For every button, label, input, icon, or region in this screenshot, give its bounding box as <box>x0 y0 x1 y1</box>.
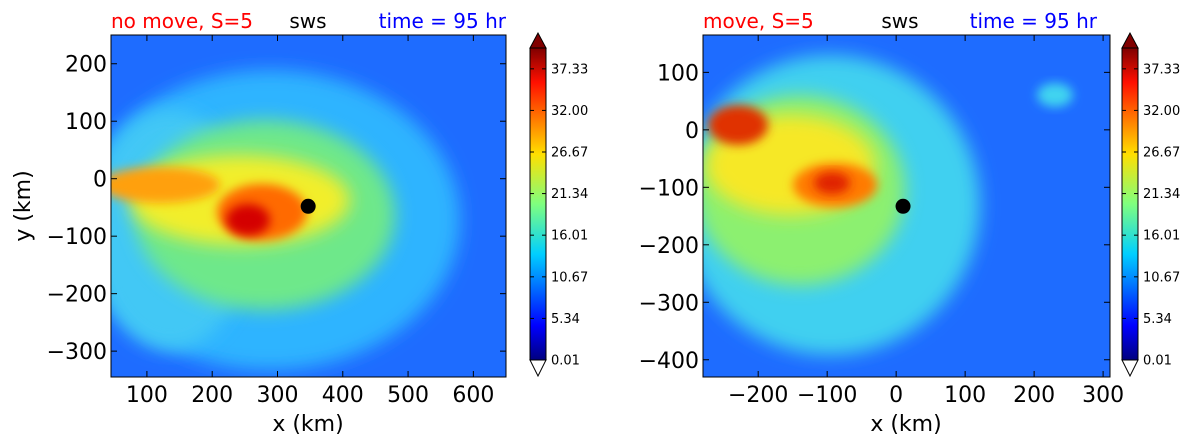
colorbar-tick-label: 16.01 <box>551 229 588 244</box>
title-right: time = 95 hr <box>970 9 1098 33</box>
y-tick-label: −200 <box>47 283 107 308</box>
colorbar-tick-label: 10.67 <box>1143 270 1180 285</box>
axes-frame <box>110 34 507 378</box>
y-tick-label: 0 <box>685 119 699 144</box>
colorbar-tick-label: 21.34 <box>1143 187 1180 202</box>
y-axis-label: y (km) <box>11 170 36 241</box>
y-tick-label: −100 <box>639 176 699 201</box>
x-tick-label: −100 <box>797 383 857 408</box>
x-tick-label: 200 <box>191 383 233 408</box>
y-tick-label: 100 <box>657 61 699 86</box>
colorbar-bar <box>529 47 547 361</box>
title-right: time = 95 hr <box>379 9 507 33</box>
colorbar-extend-max <box>1121 31 1139 49</box>
y-tick-label: −100 <box>47 225 107 250</box>
colorbar-tick-label: 16.01 <box>1143 229 1180 244</box>
field-core-red <box>814 172 850 194</box>
colorbar-tick-label: 0.01 <box>1143 354 1172 369</box>
title-center: sws <box>881 9 918 33</box>
panel-move: move, S=5 sws time = 95 hr −200 −100 0 100 2… <box>639 9 1181 437</box>
field-core-red <box>226 204 270 236</box>
y-tick-label: −200 <box>639 234 699 259</box>
y-tick-label: 0 <box>93 168 107 193</box>
storm-center-marker <box>895 198 911 214</box>
colorbar-tick-label: 37.33 <box>1143 62 1180 77</box>
x-tick-label: 0 <box>889 383 903 408</box>
y-tick-label: −400 <box>639 349 699 374</box>
colorbar-extend-min <box>1121 359 1139 378</box>
title-left: move, S=5 <box>703 9 814 33</box>
colorbar-tick-label: 21.34 <box>551 187 588 202</box>
y-tick-label: −300 <box>639 291 699 316</box>
x-tick-label: 100 <box>944 383 986 408</box>
contour-field <box>111 35 506 377</box>
colorbar-tick-label: 32.00 <box>551 104 588 119</box>
colorbar-tick-label: 26.67 <box>551 146 588 161</box>
colorbar-tick-label: 32.00 <box>1143 104 1180 119</box>
colorbar-tick-label: 0.01 <box>551 354 580 369</box>
colorbar-tick-label: 26.67 <box>1143 146 1180 161</box>
colorbar-bar <box>1121 47 1139 361</box>
x-axis-label: x (km) <box>272 412 343 437</box>
colorbar-ticks: 37.33 32.00 26.67 21.34 16.01 10.67 5.34 0.01 <box>530 62 588 369</box>
x-tick-label: 500 <box>387 383 429 408</box>
colorbar-tick-label: 5.34 <box>551 312 580 327</box>
x-tick-label: 600 <box>452 383 494 408</box>
field-ne-blob <box>1037 83 1073 107</box>
x-tick-label: 300 <box>256 383 298 408</box>
y-ticks: 100 0 −100 −200 −300 −400 <box>639 61 1110 374</box>
field-max-west <box>708 105 768 145</box>
y-ticks: 200 100 0 −100 −200 −300 <box>47 53 506 365</box>
x-ticks: 100 200 300 400 500 600 <box>126 35 494 408</box>
x-ticks: −200 −100 0 100 200 300 <box>728 35 1124 408</box>
x-tick-label: 100 <box>126 383 168 408</box>
colorbar-extend-max <box>529 31 547 49</box>
y-tick-label: −300 <box>47 340 107 365</box>
x-axis-label: x (km) <box>870 412 941 437</box>
panel-no-move: no move, S=5 sws time = 95 hr 100 200 300 4… <box>11 9 588 437</box>
colorbar-tick-label: 5.34 <box>1143 312 1172 327</box>
x-tick-label: 200 <box>1013 383 1055 408</box>
contour-field <box>703 35 1110 377</box>
x-tick-label: 400 <box>322 383 364 408</box>
x-tick-label: 300 <box>1082 383 1124 408</box>
storm-center-marker <box>300 198 316 214</box>
colorbar-ticks: 37.33 32.00 26.67 21.34 16.01 10.67 5.34 0.01 <box>1122 62 1180 369</box>
field-rainband <box>111 167 220 203</box>
colorbar-extend-min <box>529 359 547 378</box>
colorbar-tick-label: 10.67 <box>551 270 588 285</box>
colorbar: 37.33 32.00 26.67 21.34 16.01 10.67 5.34 0.01 <box>529 31 588 378</box>
y-tick-label: 100 <box>65 110 107 135</box>
title-left: no move, S=5 <box>111 9 253 33</box>
axes-frame <box>702 34 1111 378</box>
y-tick-label: 200 <box>65 53 107 78</box>
colorbar-tick-label: 37.33 <box>551 62 588 77</box>
x-tick-label: −200 <box>728 383 788 408</box>
title-center: sws <box>289 9 326 33</box>
colorbar: 37.33 32.00 26.67 21.34 16.01 10.67 5.34 0.01 <box>1121 31 1180 378</box>
